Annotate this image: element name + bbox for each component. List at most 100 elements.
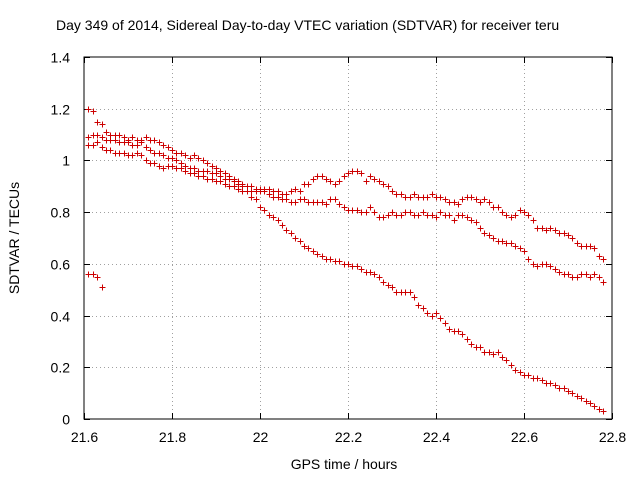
data-point bbox=[358, 266, 365, 273]
data-point bbox=[257, 204, 264, 211]
data-point bbox=[116, 132, 123, 139]
data-point bbox=[191, 152, 198, 159]
y-tick-label: 1 bbox=[62, 153, 70, 169]
data-point bbox=[508, 240, 515, 247]
satellite-track-2 bbox=[85, 132, 607, 286]
data-point bbox=[596, 274, 603, 281]
data-point bbox=[310, 248, 317, 255]
data-point bbox=[508, 362, 515, 369]
data-point bbox=[512, 243, 519, 250]
data-point bbox=[596, 253, 603, 260]
data-point bbox=[336, 258, 343, 265]
data-point bbox=[169, 163, 176, 170]
data-point bbox=[345, 170, 352, 177]
data-point bbox=[473, 219, 480, 226]
x-tick-label: 21.6 bbox=[71, 429, 98, 445]
data-point bbox=[226, 176, 233, 183]
data-point bbox=[539, 377, 546, 384]
data-point bbox=[156, 163, 163, 170]
data-point bbox=[103, 129, 110, 136]
y-axis-label: SDTVAR / TECUs bbox=[6, 182, 22, 294]
data-point bbox=[129, 152, 136, 159]
data-point bbox=[323, 176, 330, 183]
data-point bbox=[305, 245, 312, 252]
x-tick-label: 21.8 bbox=[159, 429, 186, 445]
data-point bbox=[574, 274, 581, 281]
data-point bbox=[446, 212, 453, 219]
data-point bbox=[556, 269, 563, 276]
data-point bbox=[517, 369, 524, 376]
data-point bbox=[94, 274, 101, 281]
y-tick-label: 1.4 bbox=[51, 50, 71, 66]
data-point bbox=[275, 188, 282, 195]
data-point bbox=[327, 256, 334, 263]
data-point bbox=[90, 142, 97, 149]
data-point bbox=[160, 142, 167, 149]
data-point bbox=[99, 121, 106, 128]
data-point bbox=[411, 294, 418, 301]
data-point bbox=[283, 227, 290, 234]
data-point bbox=[503, 212, 510, 219]
data-point bbox=[358, 170, 365, 177]
data-point bbox=[310, 176, 317, 183]
data-point bbox=[552, 382, 559, 389]
data-point bbox=[495, 349, 502, 356]
data-point bbox=[561, 385, 568, 392]
data-point bbox=[596, 406, 603, 413]
data-point bbox=[178, 165, 185, 172]
data-point bbox=[398, 212, 405, 219]
data-point bbox=[415, 302, 422, 309]
data-point bbox=[99, 284, 106, 291]
data-point bbox=[543, 261, 550, 268]
data-point bbox=[459, 331, 466, 338]
data-point bbox=[85, 106, 92, 113]
data-point bbox=[341, 204, 348, 211]
data-point bbox=[455, 328, 462, 335]
data-point bbox=[587, 243, 594, 250]
data-point bbox=[499, 238, 506, 245]
data-point bbox=[600, 256, 607, 263]
data-point bbox=[398, 191, 405, 198]
data-point bbox=[160, 152, 167, 159]
data-point bbox=[147, 147, 154, 154]
data-point bbox=[389, 188, 396, 195]
data-point bbox=[125, 139, 132, 146]
data-point bbox=[600, 279, 607, 286]
data-point bbox=[459, 196, 466, 203]
data-point bbox=[477, 199, 484, 206]
data-point bbox=[275, 217, 282, 224]
data-point bbox=[437, 315, 444, 322]
data-point bbox=[169, 147, 176, 154]
data-point bbox=[552, 227, 559, 234]
data-point bbox=[429, 313, 436, 320]
data-point bbox=[332, 196, 339, 203]
data-point bbox=[433, 310, 440, 317]
data-point bbox=[499, 354, 506, 361]
data-point bbox=[477, 225, 484, 232]
data-point bbox=[239, 181, 246, 188]
data-point bbox=[182, 168, 189, 175]
data-point bbox=[433, 214, 440, 221]
x-tick-label: 22 bbox=[253, 429, 269, 445]
data-point bbox=[279, 222, 286, 229]
data-point bbox=[191, 170, 198, 177]
y-tick-label: 0.2 bbox=[51, 360, 71, 376]
data-point bbox=[517, 207, 524, 214]
data-point bbox=[486, 232, 493, 239]
data-point bbox=[204, 168, 211, 175]
data-point bbox=[301, 196, 308, 203]
data-point bbox=[442, 320, 449, 327]
data-point bbox=[195, 155, 202, 162]
data-point bbox=[407, 209, 414, 216]
data-point bbox=[209, 163, 216, 170]
data-point bbox=[138, 152, 145, 159]
data-point bbox=[235, 186, 242, 193]
data-point bbox=[376, 274, 383, 281]
data-point bbox=[319, 253, 326, 260]
data-point bbox=[327, 178, 334, 185]
data-point bbox=[363, 209, 370, 216]
data-point bbox=[442, 196, 449, 203]
data-point bbox=[530, 261, 537, 268]
data-point bbox=[468, 217, 475, 224]
data-point bbox=[288, 188, 295, 195]
